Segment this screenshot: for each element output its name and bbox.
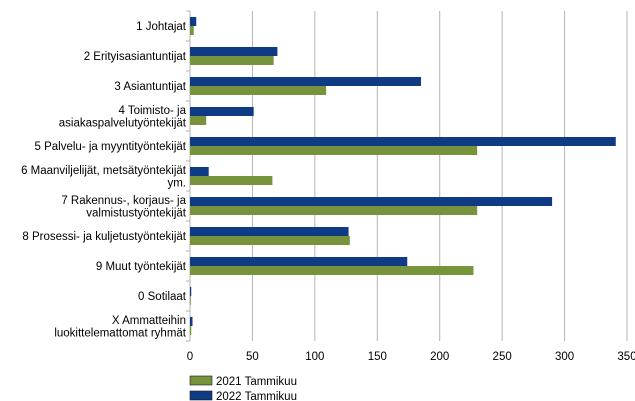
bar-2022 bbox=[190, 197, 553, 206]
category-label: 7 Rakennus-, korjaus- ja valmistustyöntek… bbox=[61, 195, 186, 220]
bar-2022 bbox=[190, 227, 349, 236]
category-label: 1 Johtajat bbox=[136, 21, 187, 33]
category-label: 6 Maanviljelijät, metsätyöntekijät ym. bbox=[21, 165, 187, 190]
bar-2021 bbox=[190, 116, 207, 125]
bar-2022 bbox=[190, 317, 193, 326]
legend: 2021 Tammikuu 2022 Tammikuu bbox=[189, 375, 297, 401]
bar-2021 bbox=[190, 236, 350, 245]
x-tick-label: 200 bbox=[430, 351, 449, 363]
x-tick-label: 0 bbox=[187, 351, 193, 363]
x-tick-label: 100 bbox=[305, 351, 324, 363]
legend-label: 2022 Tammikuu bbox=[216, 391, 297, 401]
category-label: 4 Toimisto- ja asiakaspalvelutyöntekijät bbox=[59, 105, 187, 130]
bar-2021 bbox=[190, 26, 194, 35]
legend-swatch bbox=[189, 375, 213, 386]
bar-2021 bbox=[190, 326, 192, 335]
bar-2022 bbox=[190, 107, 254, 116]
bar-2021 bbox=[190, 176, 273, 185]
bar-2021 bbox=[190, 56, 274, 65]
x-tick-label: 150 bbox=[368, 351, 387, 363]
x-tick-label: 250 bbox=[493, 351, 512, 363]
category-label: 0 Sotilaat bbox=[138, 291, 187, 303]
bar-2022 bbox=[190, 47, 278, 56]
legend-swatch bbox=[189, 390, 213, 401]
category-label: 9 Muut työntekijät bbox=[96, 261, 187, 273]
bar-2021 bbox=[190, 296, 191, 305]
bar-2022 bbox=[190, 257, 408, 266]
x-tick-label: 350 bbox=[617, 351, 635, 363]
x-tick-labels: 0 50 100 150 200 250 300 350 bbox=[187, 351, 635, 363]
category-label: X Ammatteihin luokittelemattomat ryhmät bbox=[54, 315, 186, 340]
bar-2021 bbox=[190, 86, 327, 95]
category-label: 5 Palvelu- ja myyntityöntekijät bbox=[35, 141, 187, 153]
bar-2022 bbox=[190, 77, 421, 86]
bar-2021 bbox=[190, 266, 474, 275]
bar-2022 bbox=[190, 167, 209, 176]
bar-2022 bbox=[190, 287, 192, 296]
bars bbox=[190, 17, 616, 335]
bar-2021 bbox=[190, 206, 478, 215]
legend-label: 2021 Tammikuu bbox=[216, 376, 297, 388]
category-labels: 1 Johtajat 2 Erityisasiantuntijat 3 Asiant… bbox=[21, 21, 187, 339]
bar-2021 bbox=[190, 146, 478, 155]
category-label: 8 Prosessi- ja kuljetustyöntekijät bbox=[22, 231, 186, 243]
bar-2022 bbox=[190, 17, 197, 26]
category-label: 2 Erityisasiantuntijat bbox=[84, 51, 187, 63]
category-label: 3 Asiantuntijat bbox=[114, 81, 186, 93]
x-tick-label: 300 bbox=[555, 351, 574, 363]
bar-2022 bbox=[190, 137, 616, 146]
x-tick-label: 50 bbox=[246, 351, 259, 363]
